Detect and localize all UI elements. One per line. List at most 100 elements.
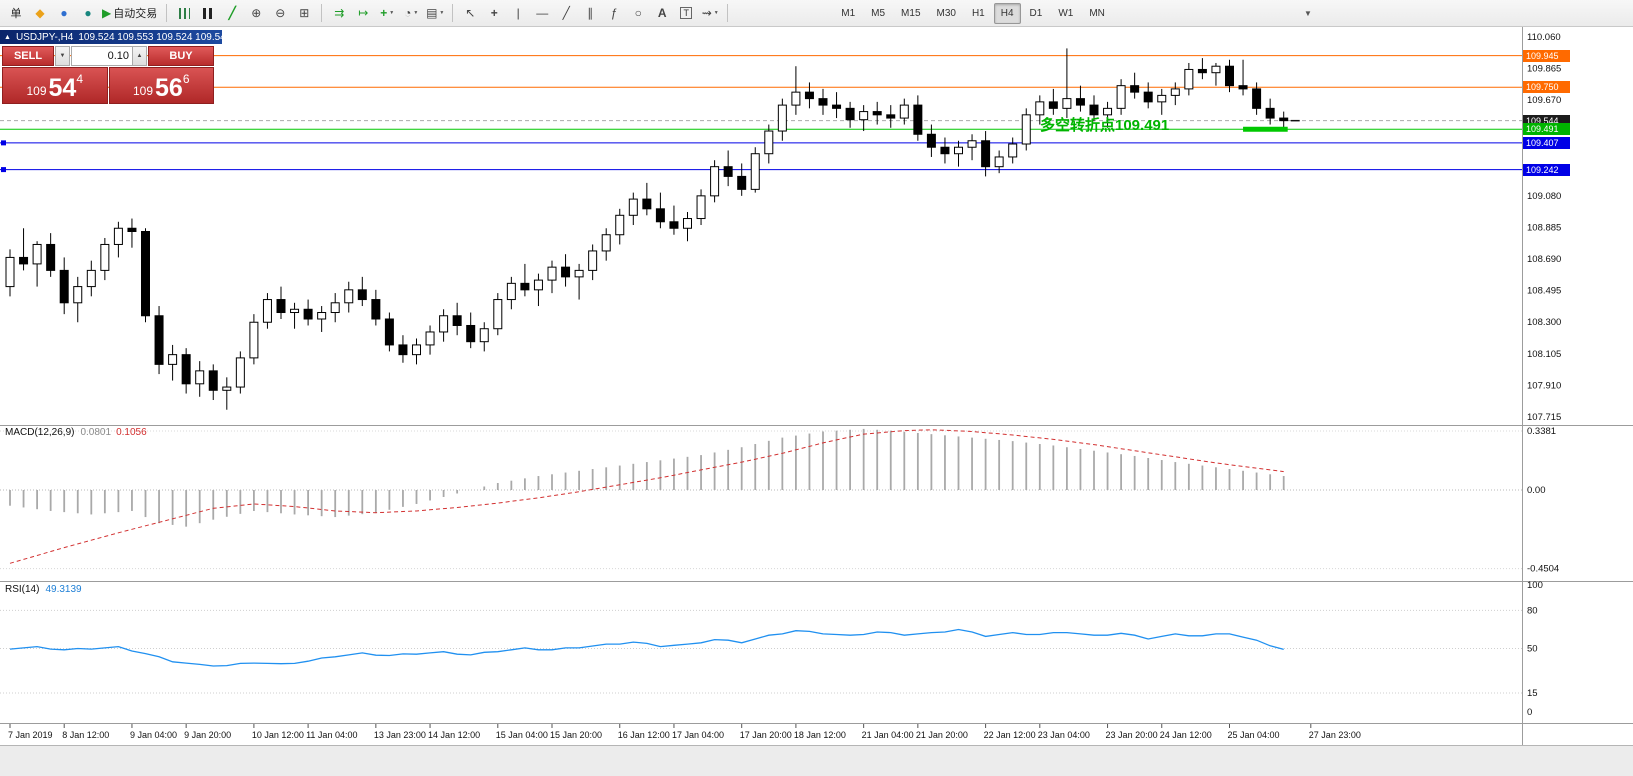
cursor-icon[interactable]: ↖ (459, 2, 481, 24)
trendline-icon[interactable]: ╱ (555, 2, 577, 24)
candle-body (357, 289, 367, 301)
candle-body (818, 98, 828, 106)
trade-options-dropdown[interactable]: ▼ (55, 46, 70, 66)
buy-button[interactable]: BUY (148, 46, 214, 66)
lot-size-input[interactable]: 0.10 ▲ (71, 46, 147, 66)
dropdown-caret-icon[interactable]: ▼ (439, 10, 445, 16)
timeframe-mn[interactable]: MN (1089, 7, 1105, 19)
candle-body (439, 315, 449, 333)
candle-body (330, 302, 340, 314)
community-icon[interactable]: ● (77, 2, 99, 24)
zoom-out-icon[interactable]: ⊖ (269, 2, 291, 24)
candle-body (506, 282, 516, 301)
market-watch-icon: ● (60, 6, 68, 20)
chart-canvas[interactable]: 7 Jan 2019 8 Jan 12:00 9 Jan 04:00 9 Jan 20… (0, 27, 1633, 745)
candle-body (832, 104, 842, 109)
toolbar-separator (452, 4, 454, 22)
trendline-icon: ╱ (562, 6, 570, 20)
candle-body (750, 153, 760, 190)
candle-body (1116, 85, 1126, 109)
zoom-in-icon: ⊕ (251, 6, 262, 20)
price-axis-label: 109.865 (1527, 64, 1561, 75)
price-axis-label: 107.910 (1527, 380, 1561, 391)
candlestick-chart-icon[interactable] (197, 2, 219, 24)
crosshair-icon[interactable]: + (483, 2, 505, 24)
candle-body (1265, 107, 1275, 119)
templates-icon[interactable]: ▤ ▼ (424, 2, 446, 24)
candle-body (628, 198, 638, 216)
candle-body (981, 140, 991, 168)
zoom-in-icon[interactable]: ⊕ (245, 2, 267, 24)
tile-windows-icon[interactable]: ⊞ (293, 2, 315, 24)
rsi-axis-label: 50 (1527, 644, 1538, 655)
price-axis-label: 108.495 (1527, 286, 1561, 297)
candle-body (235, 357, 245, 388)
toolbar-separator (321, 4, 323, 22)
toolbar-separator (727, 4, 729, 22)
candle-body (371, 299, 381, 320)
sell-button[interactable]: SELL (2, 46, 54, 66)
auto-scroll-icon: ⇉ (334, 6, 345, 20)
toolbar: 单 ◆ ● ● ▶ 自动交易 ╱ ⊕ ⊖ ⊞ ⇉ ↦ + ▼ ◔ ▼ ▤ ▼ ↖ + | — ╱ ∥ ƒ ○ A T ⇝ ▼ M1 M5 M15… (0, 0, 1633, 27)
time-axis-label: 9 Jan 20:00 (184, 730, 231, 740)
time-axis-label: 15 Jan 20:00 (550, 730, 602, 740)
timeframe-h1[interactable]: H1 (971, 7, 985, 19)
candle-body (1048, 101, 1058, 109)
candle-body (886, 114, 896, 119)
price-tag-resistance-line: 109.750 (1523, 81, 1570, 94)
candle-body (276, 299, 286, 314)
lot-size-value[interactable]: 0.10 (107, 50, 129, 62)
vertical-line-icon[interactable]: | (507, 2, 529, 24)
new-order-button[interactable]: 单 (5, 2, 27, 24)
tile-windows-icon: ⊞ (299, 6, 310, 20)
dropdown-caret-icon[interactable]: ▼ (413, 10, 419, 16)
candle-body (1075, 98, 1085, 106)
shapes-icon[interactable]: ○ (627, 2, 649, 24)
candle-body (290, 308, 300, 314)
new-chart-icon: + (380, 6, 388, 20)
timeframe-h4[interactable]: H4 (993, 2, 1021, 24)
sell-price-button[interactable]: 109 54 4 (2, 67, 108, 104)
market-watch-icon[interactable]: ● (53, 2, 75, 24)
timeframe-m1[interactable]: M1 (841, 7, 856, 19)
dropdown-caret-icon[interactable]: ▼ (713, 10, 719, 16)
candle-body (913, 104, 923, 135)
candle-body (561, 266, 571, 278)
timeframe-w1[interactable]: W1 (1058, 7, 1074, 19)
candle-body (791, 91, 801, 106)
chart-shift-icon[interactable]: ↦ (352, 2, 374, 24)
timeframe-m15[interactable]: M15 (901, 7, 921, 19)
periods-icon[interactable]: ◔ ▼ (400, 2, 422, 24)
time-axis-label: 17 Jan 04:00 (672, 730, 724, 740)
lot-spinner-up-icon[interactable]: ▲ (132, 47, 146, 65)
price-axis-label: 108.105 (1527, 349, 1561, 360)
rsi-axis-label: 0 (1527, 707, 1532, 718)
horizontal-line-icon: — (536, 6, 549, 20)
dropdown-caret-icon[interactable]: ▼ (389, 10, 395, 16)
horizontal-line-icon[interactable]: — (531, 2, 553, 24)
timeframe-m30[interactable]: M30 (936, 7, 956, 19)
toolbar-overflow-icon[interactable]: ▼ (1304, 8, 1312, 18)
fibonacci-icon[interactable]: ƒ (603, 2, 625, 24)
text-icon[interactable]: A (651, 2, 673, 24)
arrows-icon[interactable]: ⇝ ▼ (699, 2, 721, 24)
macd-indicator-label: MACD(12,26,9) 0.0801 0.1056 (5, 427, 147, 438)
price-axis-label: 107.715 (1527, 412, 1561, 423)
text-label-icon[interactable]: T (675, 2, 697, 24)
candle-body (1008, 143, 1018, 158)
zoom-out-icon: ⊖ (275, 6, 286, 20)
equidistant-channel-icon[interactable]: ∥ (579, 2, 601, 24)
candle-body (344, 289, 354, 304)
bar-chart-icon[interactable] (173, 2, 195, 24)
timeframe-m5[interactable]: M5 (871, 7, 886, 19)
autotrading-button[interactable]: ▶ 自动交易 (101, 2, 160, 24)
chart-symbol-label: USDJPY-,H4 (15, 31, 74, 43)
auto-scroll-icon[interactable]: ⇉ (328, 2, 350, 24)
line-chart-icon[interactable]: ╱ (221, 2, 243, 24)
candle-body (926, 133, 936, 148)
buy-price-button[interactable]: 109 56 6 (108, 67, 214, 104)
timeframe-d1[interactable]: D1 (1029, 7, 1043, 19)
charts-menu-icon[interactable]: ◆ (29, 2, 51, 24)
new-chart-icon[interactable]: + ▼ (376, 2, 398, 24)
price-tag-pivot-line: 109.491 (1523, 123, 1570, 136)
